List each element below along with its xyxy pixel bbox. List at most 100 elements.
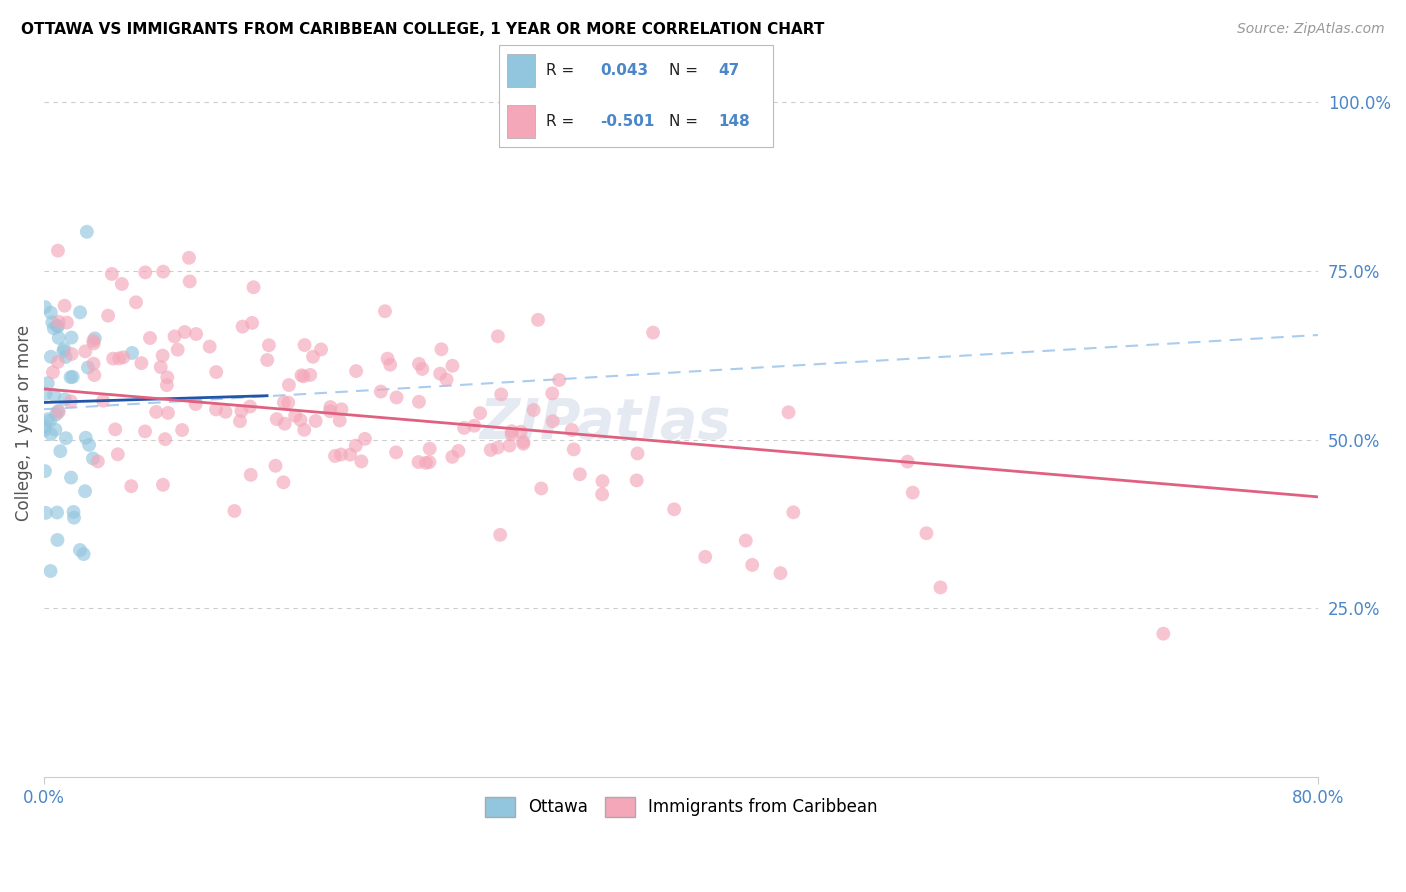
Point <box>354 432 377 446</box>
Point <box>240 316 263 330</box>
Point <box>34 423 56 437</box>
Point <box>62 505 84 519</box>
Point <box>224 504 246 518</box>
Point <box>374 304 396 318</box>
Point <box>56 316 79 330</box>
Point <box>76 225 98 239</box>
Point <box>319 404 342 418</box>
Point <box>60 330 83 344</box>
Point <box>277 395 299 409</box>
Point <box>48 405 70 419</box>
Point <box>239 400 262 414</box>
Point <box>339 448 361 462</box>
Point <box>83 336 105 351</box>
Text: 148: 148 <box>718 114 751 129</box>
Point <box>45 408 67 422</box>
Point <box>512 434 534 449</box>
Point <box>523 403 546 417</box>
Point <box>548 373 571 387</box>
Point <box>205 365 228 379</box>
Point <box>741 558 763 572</box>
Point <box>778 405 800 419</box>
Point <box>734 533 756 548</box>
Point <box>782 505 804 519</box>
Point <box>63 510 86 524</box>
Point <box>91 393 114 408</box>
Point <box>149 360 172 375</box>
Point <box>330 448 353 462</box>
Point <box>72 547 94 561</box>
Point <box>101 351 124 366</box>
Point <box>509 425 531 439</box>
Point <box>489 528 512 542</box>
Point <box>179 274 201 288</box>
Point <box>214 405 236 419</box>
Point <box>915 526 938 541</box>
Point <box>166 343 188 357</box>
Point <box>344 439 367 453</box>
Point <box>415 456 437 470</box>
Point <box>344 364 367 378</box>
Point <box>53 342 76 356</box>
Point <box>134 425 156 439</box>
Point <box>527 313 550 327</box>
Point <box>512 436 534 450</box>
Point <box>229 414 252 428</box>
Point <box>53 299 76 313</box>
Point <box>290 413 312 427</box>
Point <box>46 506 69 520</box>
Point <box>75 344 97 359</box>
Point <box>541 386 564 401</box>
Point <box>83 357 105 371</box>
Point <box>897 455 920 469</box>
Point <box>273 475 295 490</box>
Point <box>82 451 104 466</box>
Point <box>60 470 83 484</box>
Point <box>626 446 648 460</box>
Point <box>60 347 83 361</box>
Point <box>35 506 58 520</box>
Point <box>139 331 162 345</box>
Point <box>641 326 664 340</box>
Text: R =: R = <box>546 62 579 78</box>
Point <box>46 244 69 258</box>
Text: N =: N = <box>669 114 703 129</box>
Point <box>55 431 77 445</box>
Point <box>256 353 278 368</box>
Point <box>34 386 56 401</box>
Point <box>292 423 315 437</box>
Point <box>34 300 56 314</box>
Point <box>156 378 179 392</box>
Point <box>163 329 186 343</box>
Text: Source: ZipAtlas.com: Source: ZipAtlas.com <box>1237 22 1385 37</box>
Point <box>145 405 167 419</box>
Point <box>380 358 402 372</box>
Text: 0.043: 0.043 <box>600 62 648 78</box>
Point <box>131 356 153 370</box>
Point <box>302 350 325 364</box>
Point <box>385 391 408 405</box>
Point <box>184 397 207 411</box>
Point <box>73 484 96 499</box>
Point <box>486 329 509 343</box>
Point <box>489 387 512 401</box>
Point <box>55 350 77 364</box>
Point <box>901 485 924 500</box>
Point <box>52 344 75 359</box>
Point <box>198 340 221 354</box>
Point <box>284 409 307 423</box>
Point <box>541 414 564 428</box>
Point <box>266 412 288 426</box>
Point <box>530 482 553 496</box>
Point <box>120 479 142 493</box>
Point <box>48 315 70 329</box>
Point <box>501 427 523 442</box>
Point <box>294 338 316 352</box>
Point <box>264 458 287 473</box>
Point <box>37 412 59 426</box>
Point <box>46 533 69 547</box>
FancyBboxPatch shape <box>499 45 773 147</box>
Point <box>44 423 66 437</box>
Point <box>568 467 591 482</box>
Point <box>69 543 91 558</box>
